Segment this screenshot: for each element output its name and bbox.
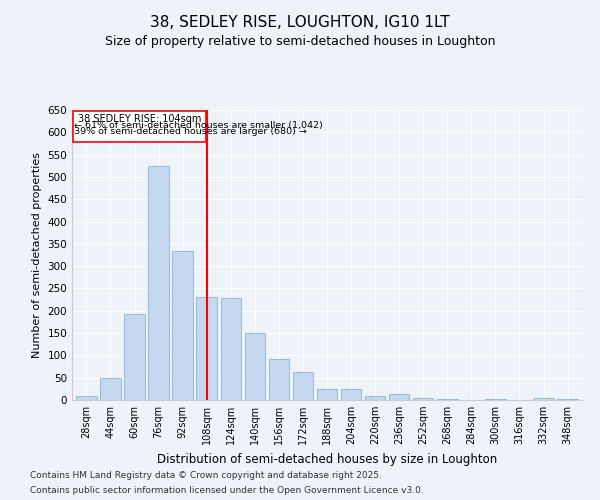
Y-axis label: Number of semi-detached properties: Number of semi-detached properties	[32, 152, 42, 358]
Bar	[100, 378, 121, 400]
Text: 38 SEDLEY RISE: 104sqm: 38 SEDLEY RISE: 104sqm	[77, 114, 201, 124]
Bar	[269, 358, 289, 400]
X-axis label: Distribution of semi-detached houses by size in Loughton: Distribution of semi-detached houses by …	[157, 452, 497, 466]
Bar	[76, 396, 97, 400]
Bar	[196, 298, 217, 400]
Text: Size of property relative to semi-detached houses in Loughton: Size of property relative to semi-detach…	[105, 35, 495, 48]
Bar	[341, 389, 361, 400]
Bar	[389, 394, 409, 400]
Bar	[172, 252, 193, 400]
FancyBboxPatch shape	[73, 111, 206, 142]
Bar	[533, 398, 554, 400]
Bar	[317, 389, 337, 400]
Text: 39% of semi-detached houses are larger (680) →: 39% of semi-detached houses are larger (…	[74, 127, 307, 136]
Bar	[293, 372, 313, 400]
Text: ← 61% of semi-detached houses are smaller (1,042): ← 61% of semi-detached houses are smalle…	[74, 120, 323, 130]
Bar	[485, 398, 506, 400]
Bar	[437, 398, 458, 400]
Bar	[148, 166, 169, 400]
Text: 38, SEDLEY RISE, LOUGHTON, IG10 1LT: 38, SEDLEY RISE, LOUGHTON, IG10 1LT	[150, 15, 450, 30]
Text: Contains HM Land Registry data © Crown copyright and database right 2025.: Contains HM Land Registry data © Crown c…	[30, 471, 382, 480]
Text: Contains public sector information licensed under the Open Government Licence v3: Contains public sector information licen…	[30, 486, 424, 495]
Bar	[245, 333, 265, 400]
Bar	[124, 314, 145, 400]
Bar	[557, 398, 578, 400]
Bar	[365, 396, 385, 400]
Bar	[413, 398, 433, 400]
Bar	[221, 298, 241, 400]
